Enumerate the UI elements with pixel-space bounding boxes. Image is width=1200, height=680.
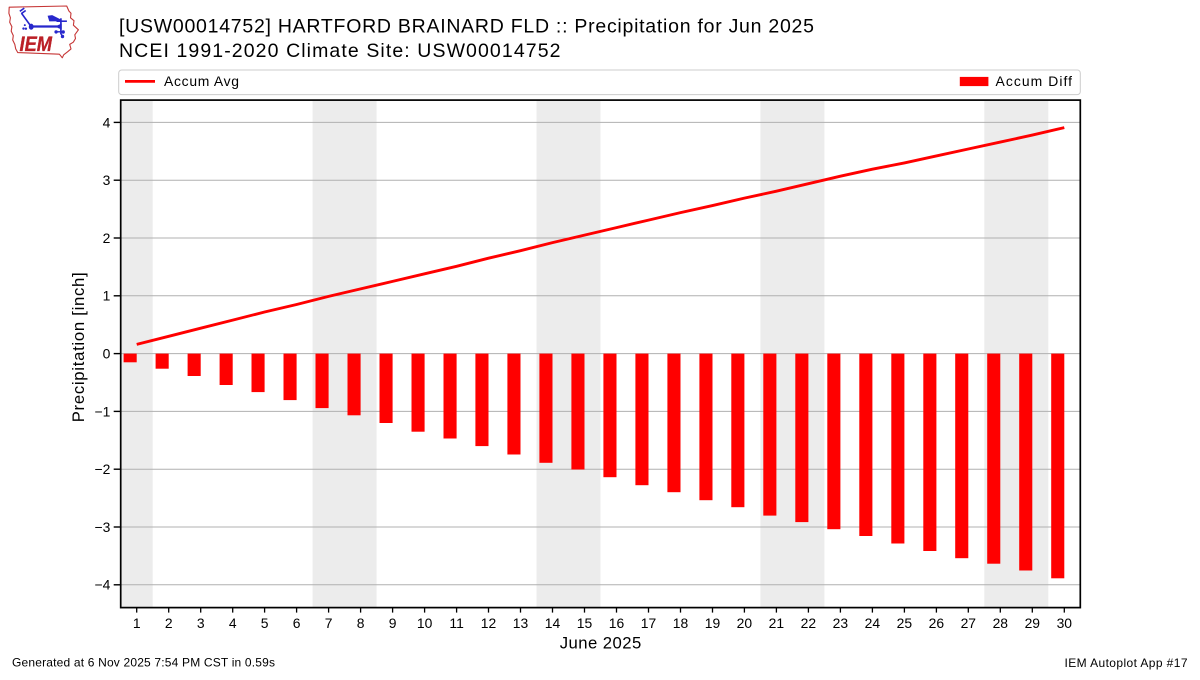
svg-text:IEM: IEM <box>20 32 53 56</box>
svg-text:29: 29 <box>1025 615 1041 631</box>
svg-text:4: 4 <box>103 114 111 130</box>
svg-text:9: 9 <box>389 615 397 631</box>
svg-text:2: 2 <box>103 230 111 246</box>
svg-text:June 2025: June 2025 <box>560 633 642 652</box>
svg-text:NCEI 1991-2020 Climate Site: U: NCEI 1991-2020 Climate Site: USW00014752 <box>119 40 561 62</box>
svg-text:Accum Diff: Accum Diff <box>996 73 1073 89</box>
svg-text:Accum Avg: Accum Avg <box>164 73 239 89</box>
svg-text:1: 1 <box>133 615 141 631</box>
svg-text:[USW00014752] HARTFORD BRAINAR: [USW00014752] HARTFORD BRAINARD FLD :: P… <box>119 15 814 37</box>
svg-text:24: 24 <box>865 615 881 631</box>
svg-text:8: 8 <box>357 615 365 631</box>
svg-text:Precipitation [inch]: Precipitation [inch] <box>69 272 88 422</box>
svg-text:−2: −2 <box>95 461 111 477</box>
svg-text:4: 4 <box>229 615 237 631</box>
svg-text:−3: −3 <box>95 519 111 535</box>
svg-text:−4: −4 <box>95 577 111 593</box>
svg-text:19: 19 <box>705 615 721 631</box>
svg-text:15: 15 <box>577 615 593 631</box>
svg-text:−1: −1 <box>95 403 111 419</box>
svg-text:23: 23 <box>833 615 849 631</box>
svg-text:0: 0 <box>103 346 111 362</box>
svg-text:5: 5 <box>261 615 269 631</box>
svg-text:28: 28 <box>993 615 1009 631</box>
svg-text:3: 3 <box>103 172 111 188</box>
svg-text:18: 18 <box>673 615 689 631</box>
svg-text:25: 25 <box>897 615 913 631</box>
svg-text:10: 10 <box>417 615 433 631</box>
svg-text:27: 27 <box>961 615 977 631</box>
svg-text:12: 12 <box>481 615 497 631</box>
svg-text:6: 6 <box>293 615 301 631</box>
svg-text:IEM Autoplot App #17: IEM Autoplot App #17 <box>1065 656 1188 670</box>
svg-text:17: 17 <box>641 615 657 631</box>
svg-text:3: 3 <box>197 615 205 631</box>
svg-text:20: 20 <box>737 615 753 631</box>
svg-text:26: 26 <box>929 615 945 631</box>
svg-text:22: 22 <box>801 615 817 631</box>
svg-text:1: 1 <box>103 288 111 304</box>
svg-text:16: 16 <box>609 615 625 631</box>
svg-text:7: 7 <box>325 615 333 631</box>
svg-text:11: 11 <box>449 615 464 631</box>
svg-text:14: 14 <box>545 615 561 631</box>
svg-text:Generated at 6 Nov 2025 7:54 P: Generated at 6 Nov 2025 7:54 PM CST in 0… <box>12 656 275 670</box>
svg-text:13: 13 <box>513 615 529 631</box>
svg-text:2: 2 <box>165 615 173 631</box>
svg-text:21: 21 <box>769 615 785 631</box>
svg-text:30: 30 <box>1057 615 1073 631</box>
